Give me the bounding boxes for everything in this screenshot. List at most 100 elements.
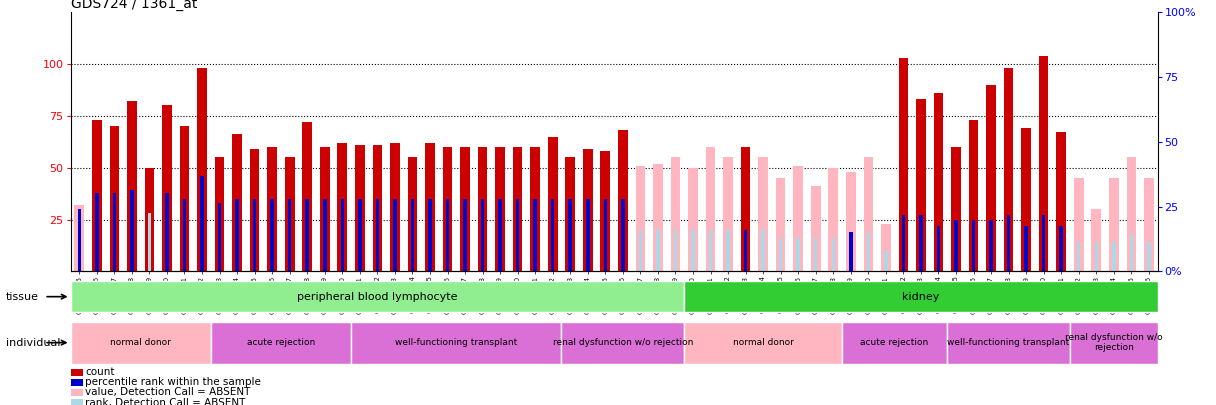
Bar [1130,234,1133,271]
Bar [603,199,607,271]
Bar [128,101,136,271]
Bar [130,190,134,271]
Bar [288,199,292,271]
Bar [499,199,502,271]
Bar [1077,242,1081,271]
Bar [688,168,698,271]
Bar [793,166,803,271]
Bar [71,322,210,364]
Bar [562,322,685,364]
Bar [1113,242,1115,271]
Bar [582,149,592,271]
Bar [460,147,469,271]
Bar [776,178,786,271]
Text: value, Detection Call = ABSENT: value, Detection Call = ABSENT [85,388,250,397]
Bar [165,192,169,271]
Bar [358,199,361,271]
Bar [638,230,642,271]
Bar [901,215,905,271]
Bar [393,199,396,271]
Bar [884,251,888,271]
Bar [919,215,923,271]
Bar [428,199,432,271]
Bar [972,220,975,271]
Bar [691,230,694,271]
Bar [761,230,765,271]
Bar [197,68,207,271]
Bar [236,199,238,271]
Bar [814,238,817,271]
Bar [320,147,330,271]
Bar [372,145,382,271]
Bar [390,143,400,271]
Bar [936,226,940,271]
Bar [586,199,590,271]
Text: individual: individual [6,338,61,347]
Bar [478,147,488,271]
Text: normal donor: normal donor [733,338,794,347]
Bar [323,199,327,271]
Bar [951,147,961,271]
Bar [955,220,958,271]
Bar [653,164,663,271]
Bar [947,322,1070,364]
Bar [724,157,733,271]
Bar [516,199,519,271]
Text: renal dysfunction w/o
rejection: renal dysfunction w/o rejection [1065,333,1162,352]
Bar [285,157,294,271]
Bar [305,199,309,271]
Bar [863,157,873,271]
Bar [1094,242,1098,271]
Bar [1074,178,1083,271]
Bar [618,130,627,271]
Text: peripheral blood lymphocyte: peripheral blood lymphocyte [297,292,457,302]
Bar [828,168,838,271]
Bar [1147,242,1150,271]
Bar [986,85,996,271]
Text: normal donor: normal donor [111,338,171,347]
Bar [147,213,151,271]
Bar [145,168,154,271]
Bar [548,136,557,271]
Bar [565,157,575,271]
Bar [811,186,821,271]
Bar [744,230,748,271]
Text: well-functioning transplant: well-functioning transplant [395,338,517,347]
Text: kidney: kidney [902,292,940,302]
Bar [1059,226,1063,271]
Bar [726,230,730,271]
Bar [621,199,625,271]
Bar [934,93,944,271]
Bar [162,105,171,271]
Bar [253,199,257,271]
Bar [551,199,554,271]
Bar [534,199,537,271]
Bar [1126,157,1136,271]
Text: tissue: tissue [6,292,39,302]
Bar [1024,226,1028,271]
Bar [338,143,347,271]
Bar [1007,215,1010,271]
Bar [867,232,871,271]
Bar [1092,209,1100,271]
Bar [443,147,452,271]
Bar [657,230,659,271]
Bar [210,322,351,364]
Bar [95,192,98,271]
Bar [303,122,313,271]
Text: acute rejection: acute rejection [247,338,315,347]
Bar [1070,322,1158,364]
Bar [779,238,782,271]
Bar [899,58,908,271]
Bar [215,157,225,271]
Bar [969,120,979,271]
Bar [411,199,415,271]
Bar [601,151,610,271]
Bar [480,199,484,271]
Text: well-functioning transplant: well-functioning transplant [947,338,1070,347]
Bar [705,147,715,271]
Bar [407,157,417,271]
Bar [882,224,890,271]
Bar [1109,178,1119,271]
Bar [340,199,344,271]
